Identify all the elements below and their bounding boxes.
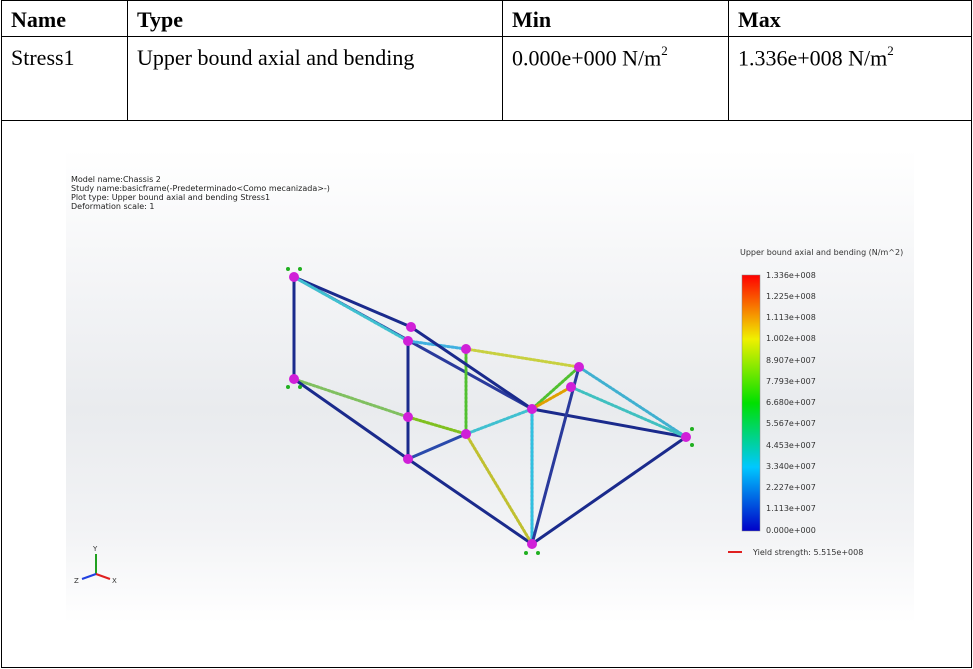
frame-nodes xyxy=(289,272,691,549)
fixture xyxy=(298,385,302,389)
member xyxy=(409,325,534,411)
node xyxy=(461,429,471,439)
legend-tick: 1.002e+008 xyxy=(766,334,816,343)
member xyxy=(530,435,688,546)
node xyxy=(403,336,413,346)
node xyxy=(527,539,537,549)
fixture xyxy=(536,551,540,555)
legend-tick: 3.340e+007 xyxy=(766,462,816,471)
cell-max: 1.336e+008 N/m2 xyxy=(728,36,972,121)
fixture xyxy=(298,267,302,271)
triad-z-axis xyxy=(81,573,97,580)
fixture xyxy=(286,267,290,271)
header-name: Name xyxy=(1,0,128,37)
stress-plot-image: Model name:Chassis 2 Study name:basicfra… xyxy=(66,149,914,623)
legend-tick: 5.567e+007 xyxy=(766,419,816,428)
legend-tick: 4.453e+007 xyxy=(766,441,816,450)
member xyxy=(577,365,688,439)
legend-tick: 2.227e+007 xyxy=(766,483,816,492)
member xyxy=(464,432,534,546)
member xyxy=(530,365,581,546)
node xyxy=(403,454,413,464)
member xyxy=(569,385,688,439)
member xyxy=(530,365,581,411)
node xyxy=(406,322,416,332)
node xyxy=(289,374,299,384)
yield-strength: Yield strength: 5.515e+008 xyxy=(753,548,864,557)
cell-type: Upper bound axial and bending xyxy=(127,36,503,121)
header-type: Type xyxy=(127,0,503,37)
legend-tick: 1.225e+008 xyxy=(766,292,816,301)
node xyxy=(403,412,413,422)
model-name: Model name:Chassis 2 xyxy=(71,175,161,184)
triad-x-label: X xyxy=(112,577,117,585)
node xyxy=(461,344,471,354)
member xyxy=(406,457,534,546)
member xyxy=(530,385,573,411)
member xyxy=(464,407,534,436)
legend-tick: 1.113e+007 xyxy=(766,504,816,513)
triad-y-label: Y xyxy=(92,545,98,553)
axis-triad: Y X Z xyxy=(74,545,117,585)
cell-min: 0.000e+000 N/m2 xyxy=(502,36,729,121)
fixture xyxy=(286,385,290,389)
node xyxy=(566,382,576,392)
node xyxy=(574,362,584,372)
plot-info: Model name:Chassis 2 Study name:basicfra… xyxy=(71,175,330,211)
legend-tick: 1.113e+008 xyxy=(766,313,816,322)
study-name: Study name:basicframe(-Predeterminado<Co… xyxy=(71,184,330,193)
legend-tick: 7.793e+007 xyxy=(766,377,816,386)
member xyxy=(406,432,468,461)
header-max: Max xyxy=(728,0,972,37)
legend-tick: 1.336e+008 xyxy=(766,271,816,280)
cell-name: Stress1 xyxy=(1,36,128,121)
plot-cell: Model name:Chassis 2 Study name:basicfra… xyxy=(1,120,972,668)
fixture xyxy=(524,551,528,555)
member xyxy=(292,377,410,419)
triad-z-label: Z xyxy=(74,577,79,585)
legend-tick: 8.907e+007 xyxy=(766,356,816,365)
header-min: Min xyxy=(502,0,729,37)
triad-x-axis xyxy=(95,573,111,580)
node xyxy=(527,404,537,414)
legend-tick: 6.680e+007 xyxy=(766,398,816,407)
member xyxy=(464,347,581,369)
member xyxy=(530,407,688,439)
legend-title: Upper bound axial and bending (N/m^2) xyxy=(740,248,904,257)
member xyxy=(406,415,468,436)
fixture-markers xyxy=(286,267,694,555)
frame-members xyxy=(292,275,688,546)
legend-tick: 0.000e+000 xyxy=(766,526,816,535)
legend-color-bar xyxy=(741,274,761,532)
member xyxy=(292,377,410,461)
plot-type: Plot type: Upper bound axial and bending… xyxy=(71,193,271,202)
member xyxy=(292,275,413,329)
deformation-scale: Deformation scale: 1 xyxy=(71,202,155,211)
fixture xyxy=(690,443,694,447)
frame-model: Y X Z xyxy=(74,267,761,585)
fixture xyxy=(690,427,694,431)
node xyxy=(681,432,691,442)
member xyxy=(292,275,410,343)
node xyxy=(289,272,299,282)
